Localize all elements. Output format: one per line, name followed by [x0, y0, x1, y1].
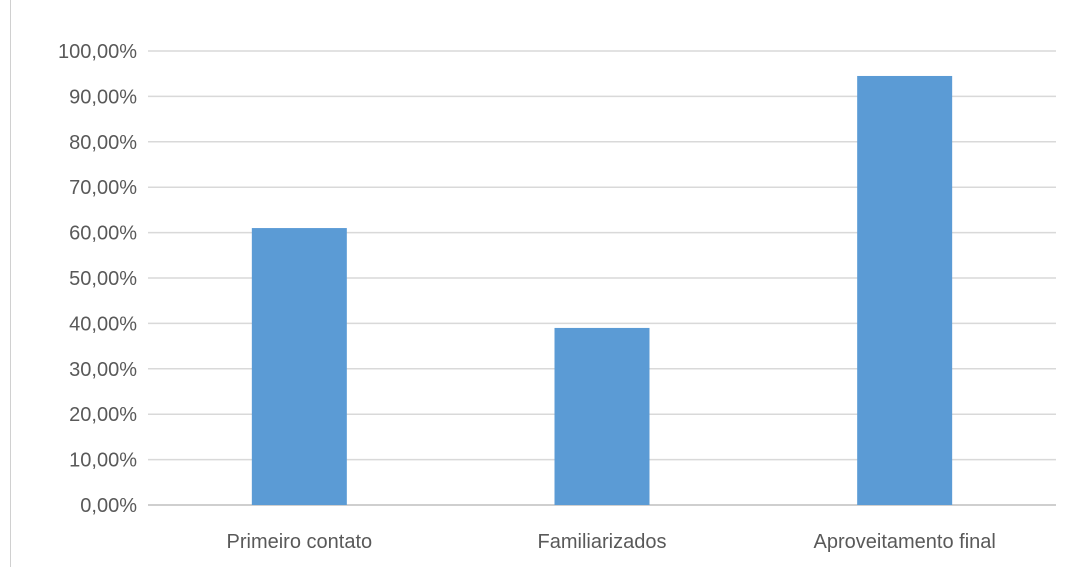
y-tick-label: 10,00%	[69, 450, 137, 472]
bars	[251, 75, 953, 505]
frame-border	[10, 0, 11, 567]
y-tick-label: 90,00%	[69, 86, 137, 108]
x-category-label: Familiarizados	[538, 531, 667, 553]
y-tick-label: 70,00%	[69, 177, 137, 199]
x-axis-labels: Primeiro contato Familiarizados Aproveitam…	[227, 531, 996, 553]
x-category-label: Aproveitamento final	[814, 531, 996, 553]
y-tick-label: 50,00%	[69, 268, 137, 290]
bar	[251, 228, 347, 505]
y-tick-label: 30,00%	[69, 359, 137, 381]
bar	[857, 75, 953, 505]
bar	[554, 327, 650, 505]
y-tick-label: 60,00%	[69, 223, 137, 245]
y-tick-label: 20,00%	[69, 404, 137, 426]
y-tick-label: 0,00%	[80, 495, 137, 517]
y-tick-label: 80,00%	[69, 132, 137, 154]
y-axis-ticks: 0,00% 10,00% 20,00% 30,00% 40,00% 50,00% 60,00…	[58, 41, 137, 517]
x-category-label: Primeiro contato	[227, 531, 373, 553]
y-tick-label: 100,00%	[58, 41, 137, 63]
y-tick-label: 40,00%	[69, 313, 137, 335]
